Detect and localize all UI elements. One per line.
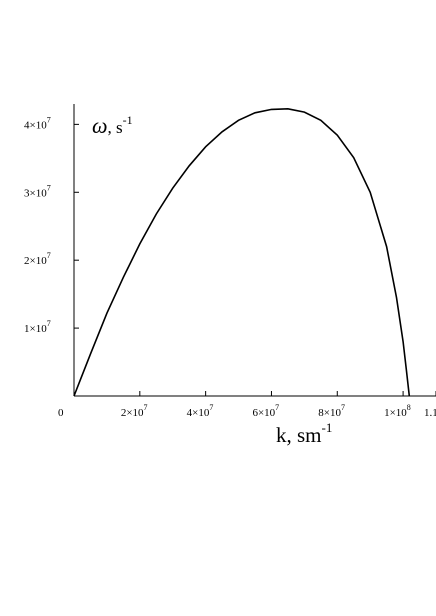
x-tick-label: 1.1: [424, 407, 436, 419]
y-tick-label: 3×107: [24, 183, 51, 199]
x-unit: k, sm: [276, 423, 322, 447]
x-tick-label: 6×107: [252, 403, 279, 419]
dispersion-curve: [73, 107, 411, 397]
x-unit-exponent: -1: [322, 420, 333, 435]
x-axis-ticks: 0 2×107 4×107 6×107 8×107 1×108 1.1: [58, 391, 436, 419]
x-tick-label: 1×108: [384, 403, 411, 419]
x-tick-label: 0: [58, 407, 64, 419]
x-axis-label: k, sm-1: [276, 420, 332, 447]
y-axis-label: ω, s-1: [92, 113, 133, 138]
y-unit: , s: [108, 118, 123, 137]
y-axis-ticks: 1×107 2×107 3×107 4×107: [24, 115, 79, 335]
y-unit-exponent: -1: [123, 113, 133, 127]
x-tick-label: 2×107: [121, 403, 148, 419]
y-tick-label: 2×107: [24, 251, 51, 267]
omega-symbol: ω: [92, 113, 108, 138]
x-tick-label: 4×107: [187, 403, 214, 419]
x-tick-label: 8×107: [318, 403, 345, 419]
y-tick-label: 1×107: [24, 319, 51, 335]
y-tick-label: 4×107: [24, 115, 51, 131]
